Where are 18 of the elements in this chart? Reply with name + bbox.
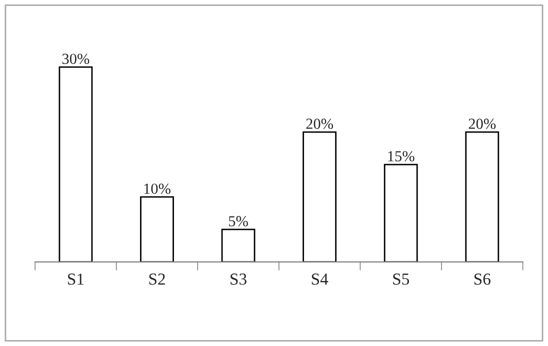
x-tick-label: S3 <box>230 274 246 285</box>
bar <box>384 164 418 262</box>
x-tick-label: S1 <box>68 274 84 285</box>
data-label: 20% <box>468 118 496 129</box>
data-label: 5% <box>228 216 248 226</box>
x-tick-label: S5 <box>393 274 410 285</box>
data-label: 15% <box>388 151 414 162</box>
data-label: 30% <box>62 54 90 64</box>
data-label: 20% <box>306 118 334 129</box>
bar <box>465 131 500 262</box>
x-tick-label: S6 <box>474 274 490 285</box>
data-label: 10% <box>144 184 170 194</box>
bar <box>221 228 256 262</box>
bar <box>302 131 337 262</box>
x-tick-label: S4 <box>312 274 328 285</box>
bar <box>140 196 174 262</box>
bar <box>58 66 93 262</box>
x-tick-label: S2 <box>149 274 165 285</box>
